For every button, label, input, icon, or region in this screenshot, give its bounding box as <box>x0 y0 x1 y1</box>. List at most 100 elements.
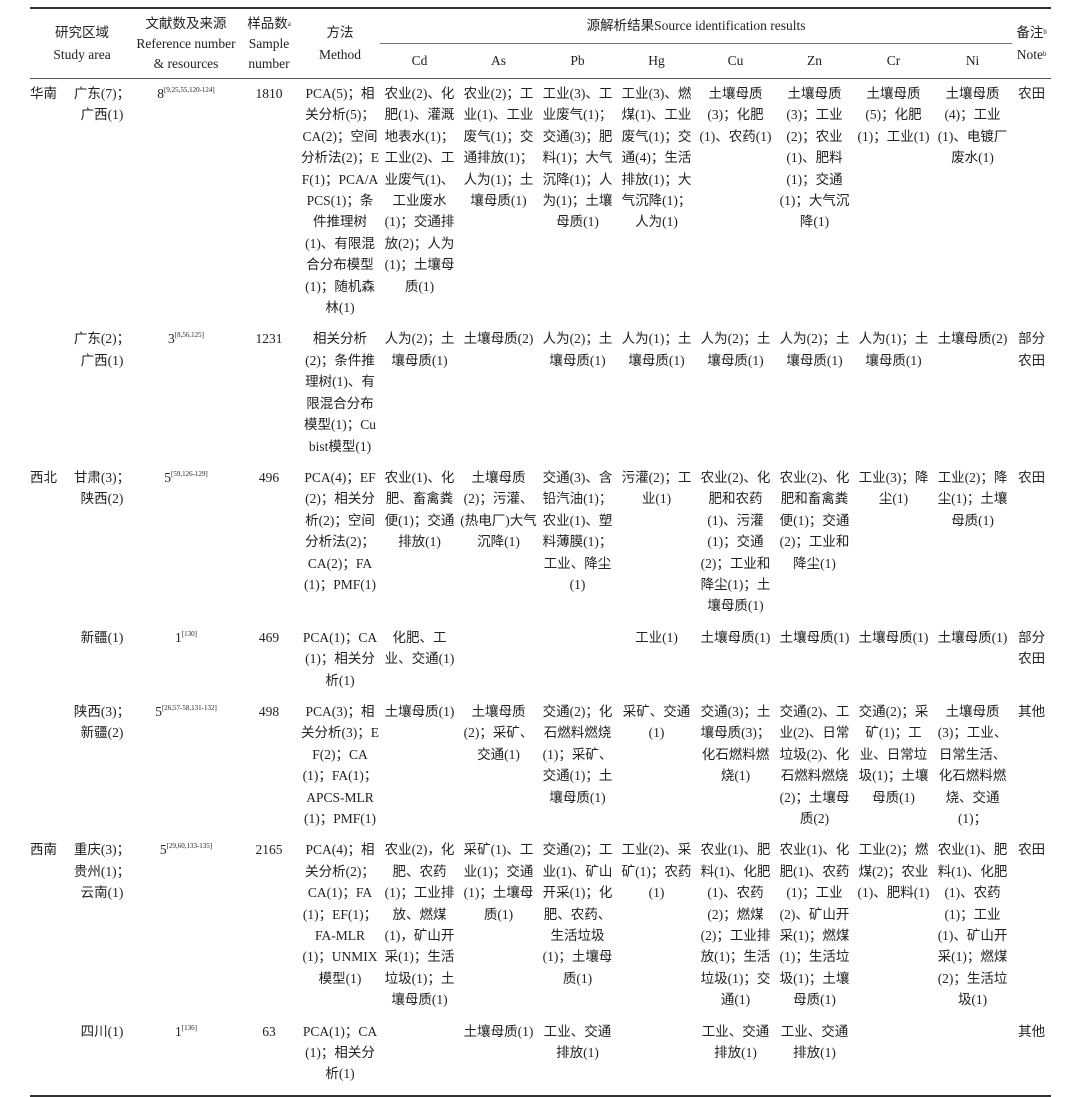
source-cell-cd <box>380 1016 460 1097</box>
note-cell: 农田 <box>1018 86 1046 101</box>
table-row: 陕西(3)；新疆(2) 5[26,57-58,131-132] 498 PCA(3)；… <box>30 697 1051 835</box>
table-header: 研究区域 Study area 文献数及来源 Reference number … <box>30 7 1052 79</box>
reference-count: 5 <box>164 469 172 485</box>
source-cell-zn: 土壤母质(1) <box>779 629 850 645</box>
source-cell-hg: 采矿、交通(1) <box>622 703 691 741</box>
source-cell-cd: 农业(1)、化肥、畜禽粪便(1)；交通排放(1) <box>384 469 455 550</box>
note-cell: 农田 <box>1018 842 1046 858</box>
source-cell-hg: 工业(1) <box>635 629 678 645</box>
header-metal-zn: Zn <box>775 43 855 79</box>
note-cell: 部分农田 <box>1018 629 1046 667</box>
table-row: 西南 重庆(3)；贵州(1)；云南(1) 5[29,60,133-135] 2165 P… <box>30 835 1051 1016</box>
reference-citation: [130] <box>181 629 197 638</box>
header-metal-pb: Pb <box>538 43 618 79</box>
reference-cell: 1[130] <box>134 623 238 697</box>
reference-cell: 5[26,57-58,131-132] <box>134 697 238 835</box>
source-cell-cd: 农业(2)，化肥、农药(1)；工业排放、燃煤(1)，矿山开采(1)；生活垃圾(1… <box>384 842 455 1008</box>
study-area-cell: 新疆(1) <box>80 629 124 645</box>
header-source-group: 源解析结果Source identification results <box>380 7 1013 44</box>
source-cell-zn: 交通(2)、工业(2)、日常垃圾(2)、化石燃料燃烧(2)；土壤母质(2) <box>779 703 850 826</box>
table-row: 广东(2)；广西(1) 3[8,56,125] 1231 相关分析(2)；条件推理树(… <box>30 324 1051 462</box>
region-cell: 西南 <box>30 842 57 858</box>
source-cell-ni: 土壤母质(3)；工业、日常生活、化石燃料燃烧、交通(1)； <box>937 703 1008 826</box>
source-cell-hg: 人为(1)；土壤母质(1) <box>621 331 692 368</box>
source-cell-as <box>459 623 538 697</box>
header-method-en: Method <box>319 46 362 62</box>
reference-count: 8 <box>157 86 165 101</box>
header-sample-number-en: Sample number <box>248 35 290 71</box>
reference-count: 3 <box>168 331 175 347</box>
region-cell <box>30 324 70 462</box>
header-reference-cn: 文献数及来源 <box>145 15 227 31</box>
source-cell-cu: 土壤母质(1) <box>700 629 771 645</box>
source-cell-cd: 土壤母质(1) <box>384 703 455 719</box>
source-cell-hg <box>617 1016 697 1097</box>
source-cell-pb: 交通(3)、含铅汽油(1)；农业(1)、塑料薄膜(1)；工业、降尘(1) <box>542 469 613 592</box>
reference-cell: 1[136] <box>134 1016 239 1097</box>
reference-citation: [26,57-58,131-132] <box>161 703 217 712</box>
source-cell-as: 农业(2)；工业(1)、工业废气(1)；交通排放(1)；人为(1)；土壤母质(1… <box>463 86 534 209</box>
table-row: 四川(1) 1[136] 63 PCA(1)；CA(1)；相关分析(1) 土壤母质(1)… <box>30 1016 1052 1097</box>
reference-cell: 8[9,25,55,120-124] <box>134 79 238 325</box>
source-cell-cd: 化肥、工业、交通(1) <box>384 629 455 667</box>
header-metal-hg: Hg <box>617 43 697 79</box>
region-cell <box>30 1016 70 1097</box>
header-metal-as: As <box>459 43 539 79</box>
source-cell-pb: 交通(2)；工业(1)、矿山开采(1)；化肥、农药、生活垃圾(1)；土壤母质(1… <box>542 842 613 986</box>
sample-number-cell: 496 <box>258 469 280 485</box>
header-note-en: Note <box>1016 46 1043 62</box>
header-study-area-en: Study area <box>53 46 111 62</box>
source-cell-ni: 土壤母质(1) <box>937 629 1008 645</box>
source-cell-as: 土壤母质(1) <box>459 1016 539 1097</box>
header-sample-number-cn: 样品数 <box>247 15 288 31</box>
source-cell-pb: 人为(2)；土壤母质(1) <box>542 331 613 368</box>
region-cell: 西北 <box>30 469 57 485</box>
reference-citation: [59,126-129] <box>171 469 208 478</box>
header-study-area-cn: 研究区域 <box>55 25 109 41</box>
reference-citation: [29,60,133-135] <box>166 842 213 851</box>
table-row: 西北 甘肃(3)；陕西(2) 5[59,126-129] 496 PCA(4)；EF(2… <box>30 463 1051 623</box>
method-cell: PCA(3)；相关分析(3)；EF(2)；CA(1)；FA(1)；APCS-ML… <box>301 703 380 826</box>
region-cell <box>30 623 70 697</box>
source-cell-ni: 工业(2)；降尘(1)；土壤母质(1) <box>937 469 1008 528</box>
source-cell-cr: 工业(2)；燃煤(2)；农业(1)、肥料(1) <box>857 842 930 901</box>
header-method: 方法 Method <box>300 7 381 79</box>
reference-count: 5 <box>159 842 167 858</box>
source-cell-hg: 污灌(2)；工业(1) <box>621 469 692 507</box>
region-cell: 华南 <box>30 86 57 101</box>
header-note: 备注b Noteb <box>1012 7 1052 79</box>
method-cell: PCA(1)；CA(1)；相关分析(1) <box>302 629 378 688</box>
source-cell-as: 土壤母质(2) <box>463 331 534 347</box>
header-metal-cu: Cu <box>696 43 776 79</box>
header-method-cn: 方法 <box>326 25 354 41</box>
sample-number-cell: 498 <box>258 703 280 719</box>
header-note-cn: 备注 <box>1016 25 1044 41</box>
header-reference-en: Reference number & resources <box>136 35 236 71</box>
source-cell-as: 土壤母质(2)；污灌、(热电厂)大气沉降(1) <box>460 469 537 550</box>
reference-citation: [8,56,125] <box>174 331 204 340</box>
source-cell-pb: 工业、交通排放(1) <box>538 1016 618 1097</box>
study-area-cell: 四川(1) <box>70 1016 135 1097</box>
header-sample-sup: a <box>287 19 291 28</box>
source-identification-table: 研究区域 Study area 文献数及来源 Reference number … <box>30 7 1052 1097</box>
source-cell-zn: 工业、交通排放(1) <box>775 1016 855 1097</box>
reference-citation: [136] <box>181 1023 197 1032</box>
source-cell-cr: 交通(2)；采矿(1)；工业、日常垃圾(1)；土壤母质(1) <box>858 703 929 805</box>
sample-number-cell: 63 <box>238 1016 301 1097</box>
source-cell-zn: 农业(2)、化肥和畜禽粪便(1)；交通(2)；工业和降尘(1) <box>779 469 850 571</box>
header-note-sup: b <box>1042 49 1047 58</box>
source-cell-cu: 农业(2)、化肥和农药(1)、污灌(1)；交通(2)；工业和降尘(1)；土壤母质… <box>700 469 771 614</box>
study-area-cell: 重庆(3)；贵州(1)；云南(1) <box>73 842 131 901</box>
source-cell-cu: 土壤母质(3)；化肥(1)、农药(1) <box>699 86 772 144</box>
note-cell: 其他 <box>1012 1016 1052 1097</box>
note-cell: 部分农田 <box>1018 331 1046 368</box>
source-cell-pb: 交通(2)；化石燃料燃烧(1)；采矿、交通(1)；土壤母质(1) <box>542 703 613 805</box>
source-cell-cu: 工业、交通排放(1) <box>696 1016 776 1097</box>
sample-number-cell: 1231 <box>255 331 283 347</box>
source-cell-ni: 土壤母质(2) <box>937 331 1008 347</box>
reference-cell: 3[8,56,125] <box>134 324 238 462</box>
note-cell: 农田 <box>1018 469 1046 485</box>
source-cell-ni: 土壤母质(4)；工业(1)、电镀厂废水(1) <box>937 86 1008 166</box>
header-metal-ni: Ni <box>933 43 1013 79</box>
source-cell-cr: 土壤母质(5)；化肥(1)；工业(1) <box>857 86 930 144</box>
